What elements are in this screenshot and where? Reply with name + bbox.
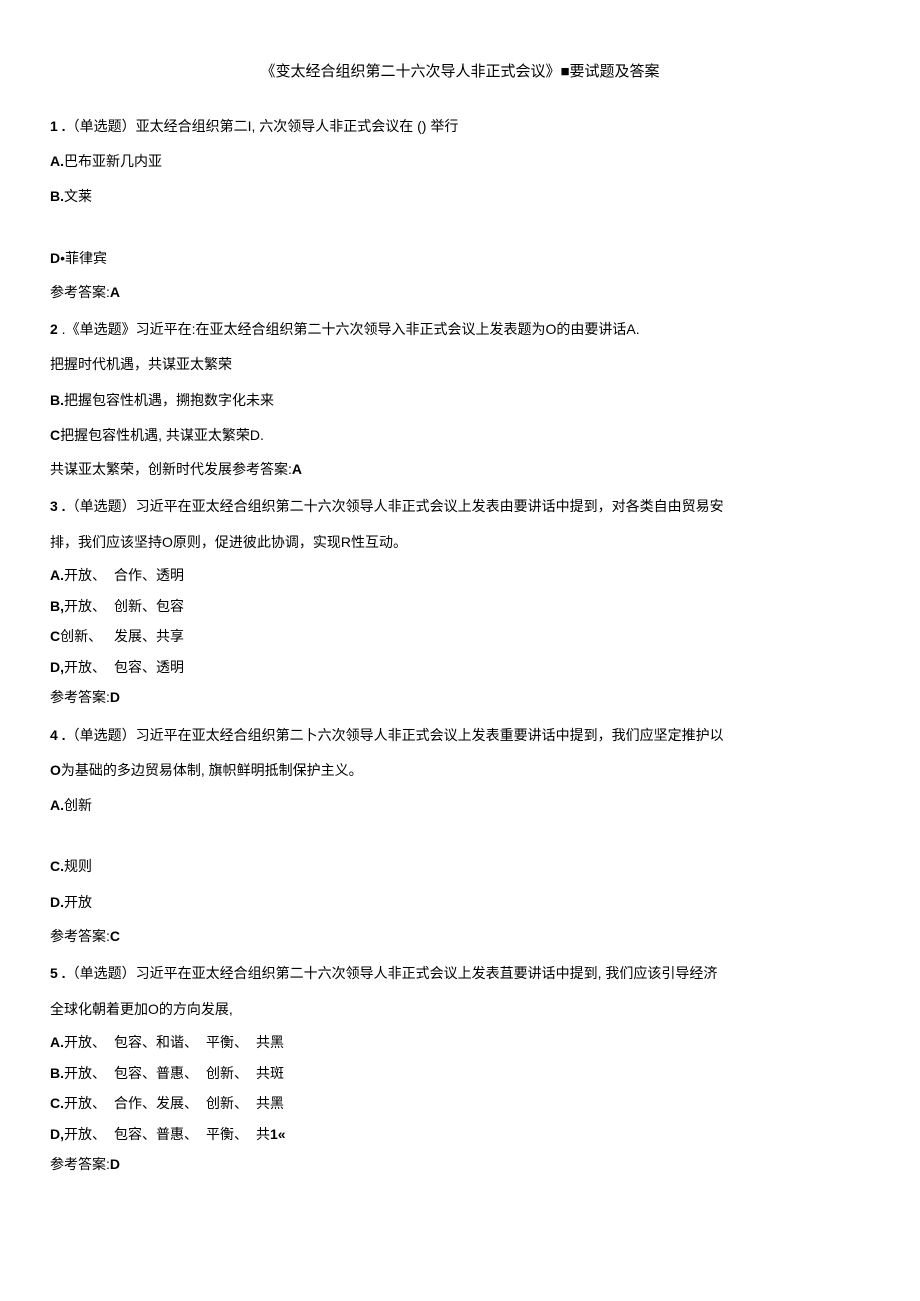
q1-number: 1 . <box>50 118 66 134</box>
question-3: 3 .（单选题）习近平在亚太经合组织第二十六次领导人非正式会议上发表由要讲话中提… <box>50 494 870 709</box>
question-2: 2 .《单选题》习近平在:在亚太经合组织第二十六次领导入非正式会议上发表题为O的… <box>50 317 870 480</box>
q4-option-d: D.开放 <box>50 890 870 915</box>
q5-number: 5 . <box>50 965 66 981</box>
q4-number: 4 . <box>50 727 66 743</box>
q3-option-c: C创新、发展、共享 <box>50 621 192 652</box>
q3-option-b: B,开放、创新、包容 <box>50 591 192 622</box>
q5-option-c: C.开放、合作、发展、创新、共黑 <box>50 1088 294 1119</box>
q4-answer: 参考答案:C <box>50 925 870 947</box>
document-title: 《变太经合组织第二十六次导人非正式会议》■要试题及答案 <box>50 60 870 84</box>
q2-number: 2 <box>50 321 58 337</box>
q3-stem-text: （单选题）习近平在亚太经合组织第二十六次领导人非正式会议上发表由要讲话中提到，对… <box>66 498 724 514</box>
q2-line2: 把握时代机遇，共谋亚太繁荣 <box>50 352 870 377</box>
question-4: 4 .（单选题）习近平在亚太经合组织第二卜六次领导人非正式会议上发表重要讲话中提… <box>50 723 870 947</box>
q1-option-b: B.文莱 <box>50 184 870 209</box>
q3-option-a: A.开放、合作、透明 <box>50 560 192 591</box>
q4-stem-text: （单选题）习近平在亚太经合组织第二卜六次领导人非正式会议上发表重要讲话中提到，我… <box>66 727 724 743</box>
q2-option-c: C把握包容性机遇, 共谋亚太繁荣D. <box>50 423 870 448</box>
question-1: 1 .（单选题）亚太经合组织第二I, 六次领导人非正式会议在 () 举行 A.巴… <box>50 114 870 303</box>
q4-stem-cont: O为基础的多边贸易体制, 旗帜鲜明抵制保护主义。 <box>50 758 870 783</box>
q1-stem-text: （单选题）亚太经合组织第二I, 六次领导人非正式会议在 () 举行 <box>66 118 459 134</box>
q4-option-a: A.创新 <box>50 793 870 818</box>
q5-option-a: A.开放、包容、和谐、平衡、共黑 <box>50 1027 294 1058</box>
q1-option-a: A.巴布亚新几内亚 <box>50 149 870 174</box>
q5-stem-cont: 全球化朝着更加O的方向发展, <box>50 996 870 1023</box>
question-5: 5 .（单选题）习近平在亚太经合组织第二十六次领导人非正式会议上发表苴要讲话中提… <box>50 961 870 1176</box>
q3-stem-cont: 排，我们应该坚持O原则，促进彼此协调，实现R性互动。 <box>50 529 870 556</box>
q3-number: 3 . <box>50 498 66 514</box>
q3-answer: 参考答案:D <box>50 686 870 708</box>
q5-answer: 参考答案:D <box>50 1153 870 1175</box>
q2-option-b: B.把握包容性机遇，搠抱数字化未来 <box>50 388 870 413</box>
q3-option-d: D,开放、包容、透明 <box>50 652 192 683</box>
q5-options: A.开放、包容、和谐、平衡、共黑 B.开放、包容、普惠、创新、共斑 C.开放、合… <box>50 1027 294 1149</box>
q2-stem-text: .《单选题》习近平在:在亚太经合组织第二十六次领导入非正式会议上发表题为O的由要… <box>58 321 640 337</box>
q5-option-d: D,开放、包容、普惠、平衡、共1« <box>50 1119 294 1150</box>
q5-stem-text: （单选题）习近平在亚太经合组织第二十六次领导人非正式会议上发表苴要讲话中提到, … <box>66 965 718 981</box>
q3-stem: 3 .（单选题）习近平在亚太经合组织第二十六次领导人非正式会议上发表由要讲话中提… <box>50 494 870 519</box>
q4-stem: 4 .（单选题）习近平在亚太经合组织第二卜六次领导人非正式会议上发表重要讲话中提… <box>50 723 870 748</box>
q5-stem: 5 .（单选题）习近平在亚太经合组织第二十六次领导人非正式会议上发表苴要讲话中提… <box>50 961 870 986</box>
q1-answer: 参考答案:A <box>50 281 870 303</box>
q1-stem: 1 .（单选题）亚太经合组织第二I, 六次领导人非正式会议在 () 举行 <box>50 114 870 139</box>
q2-stem: 2 .《单选题》习近平在:在亚太经合组织第二十六次领导入非正式会议上发表题为O的… <box>50 317 870 342</box>
q3-options: A.开放、合作、透明 B,开放、创新、包容 C创新、发展、共享 D,开放、包容、… <box>50 560 192 682</box>
q5-option-b: B.开放、包容、普惠、创新、共斑 <box>50 1058 294 1089</box>
q1-option-d: D•菲律宾 <box>50 246 870 271</box>
q2-answer: 共谋亚太繁荣，创新时代发展参考答案:A <box>50 458 870 480</box>
q4-option-c: C.规则 <box>50 854 870 879</box>
